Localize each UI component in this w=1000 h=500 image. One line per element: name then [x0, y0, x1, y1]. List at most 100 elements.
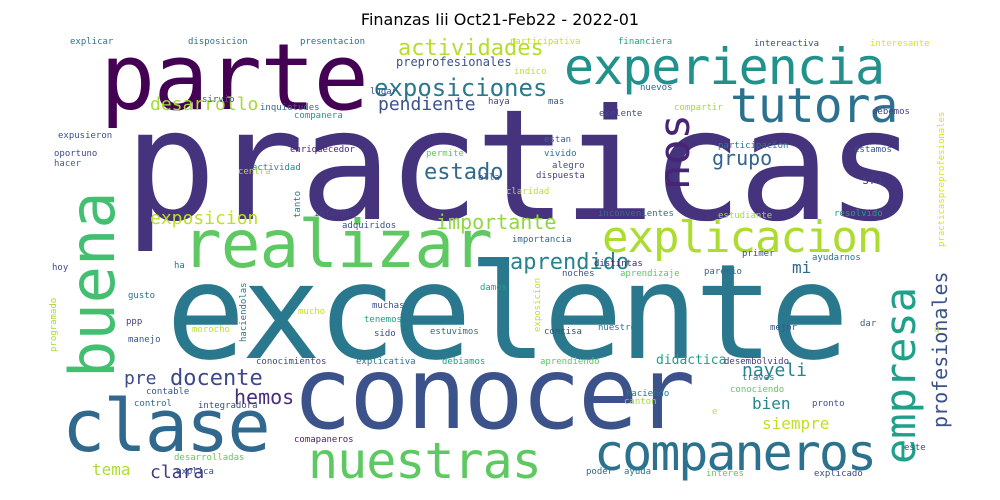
word: tema	[92, 460, 131, 479]
word: canton	[624, 397, 657, 407]
word: enriquecedor	[290, 145, 356, 155]
word: disposicion	[188, 37, 248, 47]
word: pendiente	[378, 94, 476, 115]
word: estuvimos	[430, 327, 479, 337]
word: tutora	[730, 78, 898, 134]
word: e	[712, 407, 718, 417]
word: parte	[100, 32, 369, 131]
word: aprendiendo	[540, 357, 600, 367]
word: pre	[124, 368, 157, 389]
word: traves	[742, 373, 775, 383]
word: comapaneros	[294, 435, 354, 445]
word: debiamos	[442, 357, 486, 367]
word: haya	[488, 97, 510, 107]
word: preprofesionales	[396, 55, 512, 69]
word: realizar	[182, 206, 493, 283]
word: adquiridos	[342, 221, 397, 231]
word: companeros	[594, 424, 877, 482]
word: exelente	[599, 109, 643, 119]
word: tanto	[293, 190, 303, 218]
word: participativa	[510, 37, 581, 47]
word: control	[134, 399, 172, 409]
word: empresa	[876, 286, 925, 464]
word: explicativa	[356, 357, 416, 367]
word: lugar	[370, 87, 398, 97]
word: buena	[56, 191, 129, 378]
word: expusieron	[58, 131, 113, 141]
word: poder	[586, 467, 614, 477]
word: explica	[176, 467, 214, 477]
word: sido	[374, 329, 396, 339]
word: importancia	[512, 235, 572, 245]
word: conociendo	[730, 385, 785, 395]
word: inquietudes	[260, 103, 320, 113]
word: nuestros	[598, 323, 642, 333]
word: este	[904, 443, 926, 453]
word: actividad	[252, 163, 301, 173]
word: exposicion	[533, 277, 543, 332]
word: resolvido	[834, 209, 883, 219]
word: nuestras	[308, 432, 542, 490]
word: ella	[478, 173, 500, 183]
word: dar	[860, 319, 877, 329]
word: intereactiva	[754, 39, 820, 49]
word: clara	[150, 462, 205, 483]
word: morocho	[192, 325, 230, 335]
word: explicado	[814, 469, 863, 479]
word: presentacion	[300, 37, 366, 47]
word: debemos	[872, 107, 910, 117]
word: estan	[544, 135, 572, 145]
word: sirvio	[202, 95, 235, 105]
word: profesionales	[928, 271, 952, 428]
word: muchas	[372, 301, 405, 311]
word: sri	[862, 173, 884, 187]
word: claridad	[506, 187, 550, 197]
word: mucho	[298, 307, 326, 317]
word: contable	[146, 387, 190, 397]
word: hemos	[234, 385, 295, 409]
word: docente	[170, 366, 263, 391]
word: pronto	[812, 399, 845, 409]
word: exposiciones	[374, 74, 548, 102]
word: practicas	[124, 77, 918, 256]
word: mejor	[770, 323, 798, 333]
word: ayudarnos	[812, 253, 861, 263]
word: informes	[314, 209, 358, 219]
word: integradora	[198, 401, 258, 411]
word: interesante	[870, 39, 930, 49]
word: parecio	[704, 267, 742, 277]
word: noches	[562, 269, 595, 279]
word: ayuda	[624, 467, 652, 477]
word: mi	[792, 258, 812, 277]
word: estudiante	[718, 211, 773, 221]
word: estado	[424, 160, 504, 185]
word: damos	[480, 283, 508, 293]
word: mas	[548, 97, 565, 107]
word: aprendizaje	[620, 269, 680, 279]
word: gusto	[128, 291, 156, 301]
word: indico	[514, 67, 547, 77]
word: siempre	[762, 414, 830, 433]
word: inconvenientes	[598, 209, 674, 219]
word: bien	[752, 394, 791, 413]
word: hoy	[52, 263, 69, 273]
word: concisa	[544, 327, 582, 337]
word: companera	[294, 111, 343, 121]
word: experiencia	[564, 38, 885, 96]
word: distintas	[594, 259, 643, 269]
word: haciendo	[626, 389, 670, 399]
word: permite	[426, 149, 464, 159]
word: desarrolladas	[174, 453, 245, 463]
word: exposicion	[150, 208, 259, 229]
word-cloud: practicas excelente conocer parte realiz…	[42, 32, 958, 490]
word: desembolvido	[724, 357, 790, 367]
word: dispuesta	[536, 171, 585, 181]
word: ha	[174, 261, 185, 271]
word: centra	[238, 167, 271, 177]
word: nos	[650, 114, 699, 190]
word: conocer	[292, 335, 695, 452]
word: vivido	[544, 149, 577, 159]
word: practicaspreprofesionales	[937, 111, 947, 247]
word: explicar	[70, 37, 114, 47]
word: didactica	[656, 353, 727, 368]
